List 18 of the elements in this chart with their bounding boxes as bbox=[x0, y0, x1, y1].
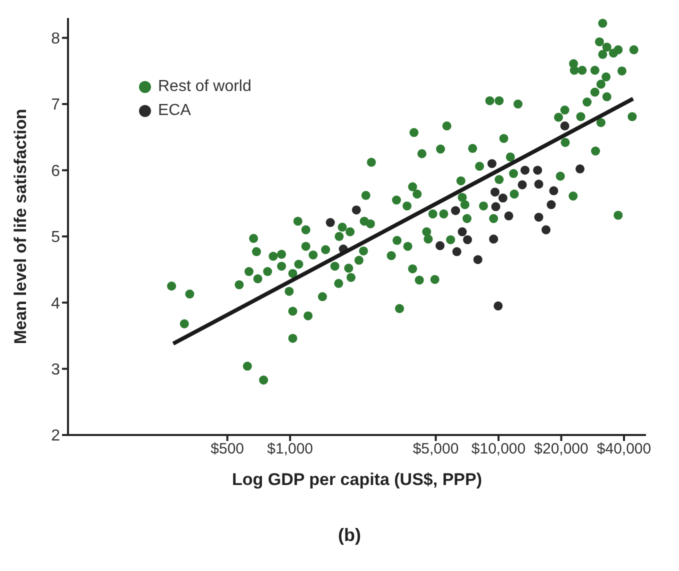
x-tick-label: $5,000 bbox=[412, 440, 459, 458]
legend-label: ECA bbox=[158, 102, 191, 120]
y-tick-label: 7 bbox=[51, 96, 60, 114]
y-tick-label: 6 bbox=[51, 162, 60, 180]
x-tick-label: $1,000 bbox=[267, 440, 314, 458]
x-tick-label: $20,000 bbox=[534, 440, 588, 458]
y-tick-label: 3 bbox=[51, 361, 60, 378]
x-tick-label: $500 bbox=[210, 440, 244, 458]
y-tick-label: 5 bbox=[51, 229, 60, 246]
x-tick-label: $10,000 bbox=[471, 440, 526, 458]
x-tick-label: $40,000 bbox=[596, 440, 652, 458]
y-tick-label: 2 bbox=[51, 428, 60, 445]
y-axis-title: Mean level of life satisfaction bbox=[11, 108, 30, 344]
x-axis-title: Log GDP per capita (US$, PPP) bbox=[232, 470, 482, 489]
y-tick-label: 8 bbox=[51, 30, 60, 48]
legend-label: Rest of world bbox=[158, 78, 252, 96]
text: (b) bbox=[337, 525, 362, 546]
y-tick-label: 4 bbox=[51, 295, 60, 312]
